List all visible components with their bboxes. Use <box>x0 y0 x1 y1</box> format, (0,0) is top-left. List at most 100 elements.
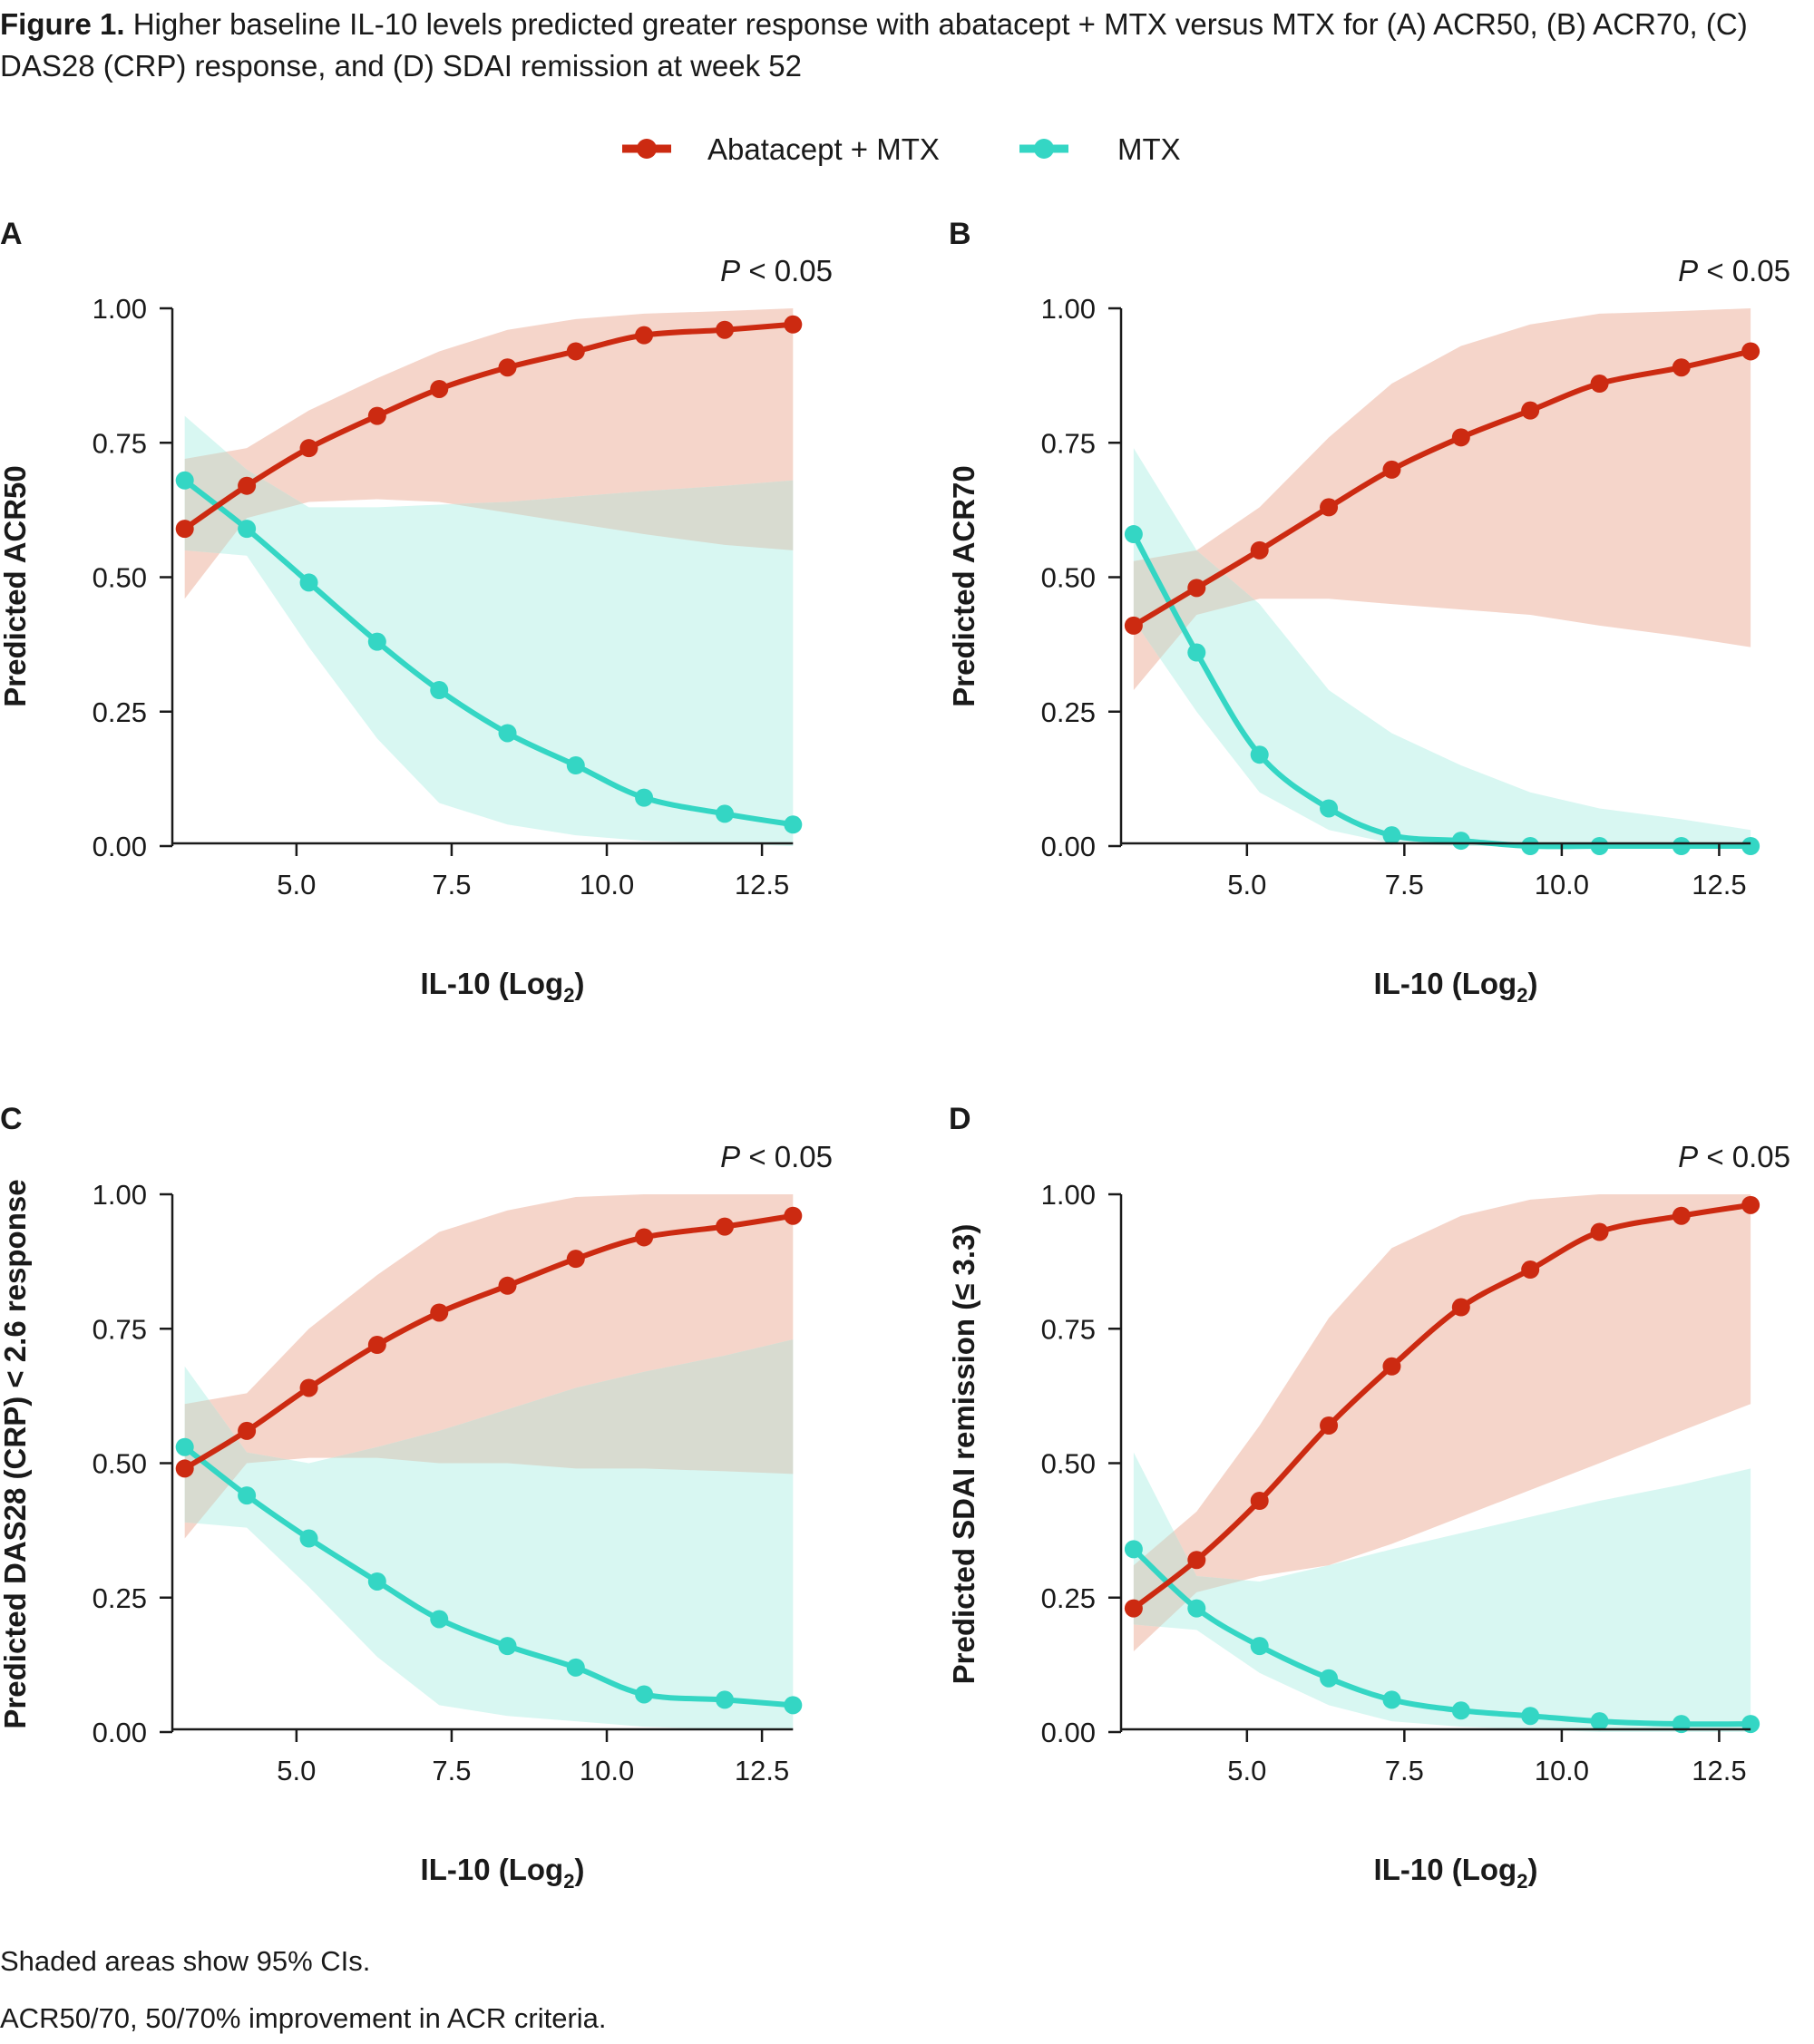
legend-marker <box>637 139 657 159</box>
footnote-acr: ACR50/70, 50/70% improvement in ACR crit… <box>0 2002 607 2034</box>
legend-item-abatacept-mtx: Abatacept + MTX <box>622 132 940 166</box>
data-point-mtx <box>1250 745 1269 764</box>
data-point-abatacept-mtx <box>430 379 449 398</box>
panel-c: C P < 0.05 0.00 0.25 0.50 0.75 1.00 5.0 7.5 10.0 1… <box>0 1102 833 1893</box>
y-tick-label: 0.00 <box>1041 831 1096 862</box>
legend: Abatacept + MTX MTX <box>622 132 1181 166</box>
data-point-abatacept-mtx <box>299 439 318 458</box>
data-point-mtx <box>498 1637 517 1656</box>
x-tick-label: 7.5 <box>432 1755 471 1786</box>
series-line-abatacept-mtx <box>183 1212 794 1471</box>
y-tick-label: 0.75 <box>93 1313 147 1345</box>
data-point-mtx <box>1187 1599 1206 1618</box>
data-point-abatacept-mtx <box>175 520 194 539</box>
legend-label: Abatacept + MTX <box>707 132 940 166</box>
series-line-mtx <box>182 1445 794 1708</box>
data-point-abatacept-mtx <box>566 342 585 361</box>
data-point-abatacept-mtx <box>784 315 803 334</box>
data-point-abatacept-mtx <box>299 1378 318 1397</box>
p-value-annotation: P < 0.05 <box>1678 1140 1790 1173</box>
data-point-abatacept-mtx <box>1451 1298 1470 1317</box>
y-tick-label: 0.25 <box>93 1582 147 1614</box>
y-tick-label: 0.00 <box>93 1717 147 1748</box>
legend-label: MTX <box>1117 132 1181 166</box>
series-line-abatacept-mtx <box>1132 348 1751 628</box>
data-point-mtx <box>635 1685 654 1704</box>
x-axis-label: IL-10 (Log2) <box>421 1853 585 1893</box>
data-point-abatacept-mtx <box>367 1336 386 1355</box>
data-point-abatacept-mtx <box>1187 1551 1206 1570</box>
data-point-mtx <box>299 1529 318 1548</box>
x-tick-label: 5.0 <box>1227 869 1266 900</box>
data-point-mtx <box>566 756 585 775</box>
series-line-abatacept-mtx <box>182 321 794 531</box>
data-point-abatacept-mtx <box>498 358 517 377</box>
p-value-annotation: P < 0.05 <box>1678 254 1790 287</box>
x-axis-label: IL-10 (Log2) <box>1374 967 1538 1007</box>
data-point-mtx <box>635 788 654 807</box>
data-point-mtx <box>1250 1637 1269 1656</box>
data-point-mtx <box>716 1690 735 1709</box>
data-point-abatacept-mtx <box>238 1421 257 1440</box>
x-tick-label: 7.5 <box>432 869 471 900</box>
data-point-mtx <box>498 724 517 743</box>
data-point-mtx <box>1187 643 1206 662</box>
panel-b: B P < 0.05 0.00 0.25 0.50 0.75 1.00 5.0 7.5 10.0 1… <box>947 217 1790 1007</box>
data-point-abatacept-mtx <box>566 1250 585 1269</box>
data-point-mtx <box>1382 1690 1401 1709</box>
y-tick-label: 1.00 <box>93 293 147 325</box>
data-point-mtx <box>1124 1540 1143 1559</box>
data-point-abatacept-mtx <box>367 406 386 425</box>
x-tick-label: 12.5 <box>1692 1755 1746 1786</box>
data-point-mtx <box>1382 826 1401 845</box>
x-tick-label: 10.0 <box>580 869 634 900</box>
data-point-abatacept-mtx <box>1382 1357 1401 1376</box>
data-point-mtx <box>367 632 386 651</box>
data-point-abatacept-mtx <box>175 1459 194 1478</box>
x-tick-label: 12.5 <box>735 869 789 900</box>
data-point-abatacept-mtx <box>1451 428 1470 447</box>
data-point-abatacept-mtx <box>1320 498 1339 517</box>
data-point-abatacept-mtx <box>635 1228 654 1247</box>
data-point-abatacept-mtx <box>430 1303 449 1322</box>
y-axis-label: Predicted ACR50 <box>0 465 32 707</box>
y-axis-label: Predicted DAS28 (CRP) < 2.6 response <box>0 1179 32 1728</box>
x-tick-label: 10.0 <box>1535 869 1589 900</box>
data-point-abatacept-mtx <box>1672 1206 1691 1225</box>
p-value-annotation: P < 0.05 <box>720 1140 833 1173</box>
data-point-abatacept-mtx <box>1187 579 1206 598</box>
data-point-abatacept-mtx <box>1741 1195 1760 1214</box>
data-point-mtx <box>430 1610 449 1629</box>
data-point-abatacept-mtx <box>784 1206 803 1225</box>
figure-caption: Figure 1. Higher baseline IL-10 levels p… <box>0 4 1809 87</box>
y-tick-label: 0.00 <box>1041 1717 1096 1748</box>
data-point-mtx <box>1590 837 1609 855</box>
data-point-abatacept-mtx <box>1672 358 1691 377</box>
x-axis-label: IL-10 (Log2) <box>1374 1853 1538 1893</box>
data-point-abatacept-mtx <box>498 1276 517 1295</box>
series-line-mtx <box>182 478 794 828</box>
data-point-mtx <box>716 804 735 823</box>
data-point-abatacept-mtx <box>1590 1222 1609 1241</box>
data-point-abatacept-mtx <box>1521 1260 1540 1280</box>
panel-letter: C <box>0 1102 23 1136</box>
y-tick-label: 0.25 <box>1041 1582 1096 1614</box>
y-tick-label: 1.00 <box>93 1179 147 1211</box>
data-point-mtx <box>175 471 194 490</box>
y-tick-label: 0.25 <box>1041 696 1096 728</box>
data-point-abatacept-mtx <box>1320 1416 1339 1435</box>
data-point-abatacept-mtx <box>238 476 257 495</box>
data-point-mtx <box>175 1437 194 1456</box>
footnote-ci: Shaded areas show 95% CIs. <box>0 1945 371 1977</box>
data-point-mtx <box>1521 837 1540 855</box>
y-tick-label: 0.75 <box>1041 1313 1096 1345</box>
data-point-mtx <box>1741 837 1760 855</box>
data-point-abatacept-mtx <box>1741 342 1760 361</box>
y-tick-label: 0.50 <box>1041 1448 1096 1480</box>
data-point-mtx <box>1451 832 1470 851</box>
y-tick-label: 0.50 <box>93 562 147 594</box>
data-point-abatacept-mtx <box>1124 1599 1143 1618</box>
data-point-mtx <box>238 1486 257 1505</box>
series-line-abatacept-mtx <box>1132 1202 1751 1611</box>
